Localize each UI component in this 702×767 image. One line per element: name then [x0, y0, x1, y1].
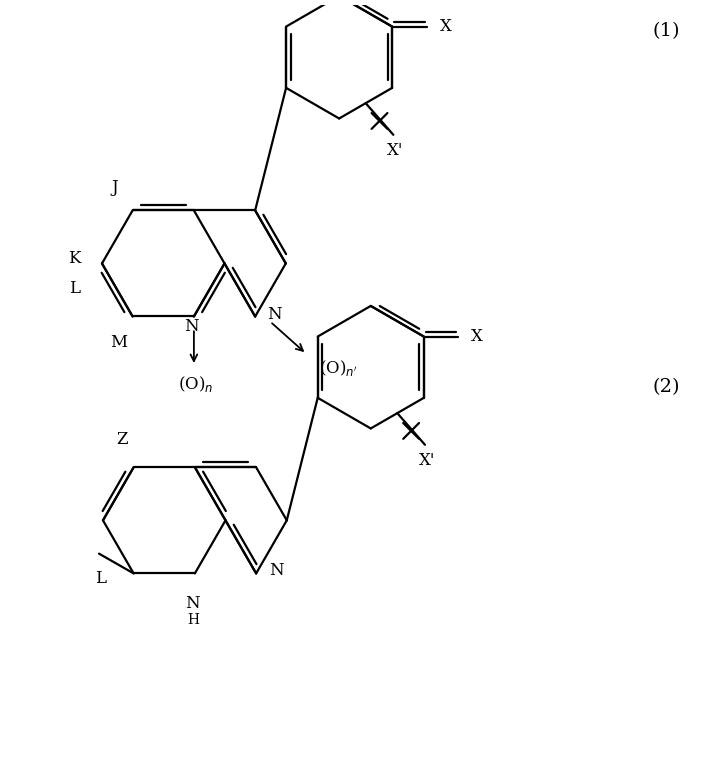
- Text: N: N: [267, 306, 282, 323]
- Text: X: X: [439, 18, 451, 35]
- Text: X': X': [419, 452, 435, 469]
- Text: N: N: [269, 562, 284, 579]
- Text: X: X: [471, 328, 483, 345]
- Text: H: H: [187, 613, 199, 627]
- Text: M: M: [110, 334, 128, 351]
- Text: N: N: [185, 318, 199, 335]
- Text: (O)$_n$: (O)$_n$: [178, 374, 213, 393]
- Text: J: J: [111, 179, 118, 196]
- Text: Z: Z: [116, 430, 128, 447]
- Text: L: L: [69, 280, 80, 297]
- Text: (2): (2): [652, 378, 680, 396]
- Text: K: K: [68, 250, 80, 267]
- Text: X': X': [387, 142, 404, 159]
- Text: (O)$_{n'}$: (O)$_{n'}$: [319, 358, 358, 378]
- Text: L: L: [95, 570, 106, 587]
- Text: N: N: [185, 595, 200, 612]
- Text: (1): (1): [652, 22, 680, 40]
